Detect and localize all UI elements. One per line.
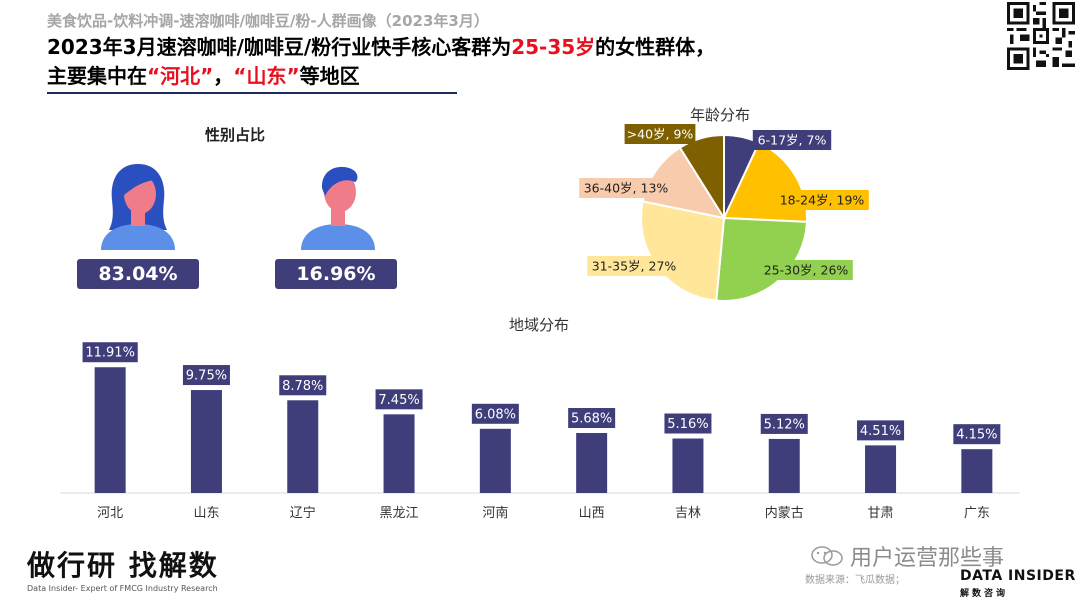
pie-slice: [641, 146, 727, 220]
x-tick-label: 河南: [482, 505, 508, 521]
bar-value-text: 4.51%: [860, 424, 901, 439]
wechat-icon: [811, 546, 843, 566]
bar: [94, 367, 126, 493]
female-user-icon: [101, 164, 175, 250]
headline-line-2: 主要集中在“河北”，“山东”等地区: [47, 64, 360, 88]
pie-label-text: >40岁, 9%: [627, 127, 694, 142]
bar-value-label: 5.12%: [760, 413, 808, 434]
bar-value-text: 6.08%: [475, 407, 516, 422]
bar-value-text: 9.75%: [186, 369, 227, 384]
pie-data-label: 36-40岁, 13%: [579, 178, 673, 198]
bar: [768, 438, 800, 493]
bar: [672, 438, 704, 493]
x-tick-label: 甘肃: [868, 506, 894, 521]
pie-label-text: 6-17岁, 7%: [758, 133, 827, 148]
bar: [190, 390, 222, 493]
watermark-text: 用户运营那些事: [850, 546, 1005, 571]
pie-data-label: >40岁, 9%: [624, 124, 696, 144]
bar: [961, 449, 993, 493]
bar: [287, 400, 319, 493]
x-tick-label: 河北: [97, 506, 123, 521]
headline: 2023年3月速溶咖啡/咖啡豆/粉行业快手核心客群为25-35岁的女性群体， 主…: [47, 33, 715, 91]
x-tick-label: 山西: [579, 506, 605, 521]
data-insider-logo-subtitle: 解数咨询: [960, 589, 1009, 599]
gender-section-title: 性别占比: [205, 126, 266, 144]
bar-value-text: 4.15%: [956, 428, 997, 443]
bar-value-text: 8.78%: [282, 379, 323, 394]
x-tick-label: 山东: [193, 506, 219, 521]
bar-value-label: 4.15%: [953, 424, 1001, 445]
bar: [479, 428, 511, 493]
bar-value-text: 5.16%: [667, 417, 708, 432]
pie-data-label: 6-17岁, 7%: [752, 130, 832, 150]
x-tick-label: 辽宁: [290, 505, 316, 521]
headline-divider: [47, 92, 457, 94]
data-insider-logo: DATA INSIDER: [960, 568, 1076, 584]
region-chart-title: 地域分布: [509, 316, 570, 334]
bar: [383, 414, 415, 493]
pie-label-text: 25-30岁, 26%: [764, 263, 849, 278]
region-bar-chart: 11.91% 河北 9.75% 山东 8.78% 辽宁 7.45% 黑龙江 6.08% 河南 5.6…: [60, 342, 1020, 521]
age-pie-chart: 6-17岁, 7% 18-24岁, 19% 25-30岁, 26% 31-35岁, 2…: [579, 124, 869, 302]
bar-value-label: 5.16%: [664, 413, 712, 434]
pie-slice: [678, 133, 725, 222]
pie-label-text: 36-40岁, 13%: [584, 181, 669, 196]
pie-data-label: 25-30岁, 26%: [759, 260, 853, 280]
bar-value-label: 6.08%: [471, 403, 519, 424]
qr-code-icon: [1007, 2, 1075, 70]
bar-value-text: 11.91%: [85, 346, 135, 361]
pie-slice: [715, 216, 808, 302]
bar-value-text: 5.12%: [764, 417, 805, 432]
female-percentage: 83.04%: [77, 259, 199, 289]
brand-slogan: 做行研 找解数: [27, 549, 219, 582]
report-subtitle: 美食饮品-饮料冲调-速溶咖啡/咖啡豆/粉-人群画像（2023年3月）: [47, 12, 489, 30]
pie-data-label: 18-24岁, 19%: [775, 190, 869, 210]
pie-data-label: 31-35岁, 27%: [587, 256, 681, 276]
bar-value-label: 7.45%: [375, 389, 423, 410]
x-tick-label: 广东: [964, 506, 990, 521]
bar-value-text: 5.68%: [571, 412, 612, 427]
male-percentage: 16.96%: [275, 259, 397, 289]
brand-tagline: Data Insider- Expert of FMCG Industry Re…: [27, 584, 218, 593]
bar-value-label: 11.91%: [82, 342, 138, 363]
bar: [865, 445, 897, 493]
pie-label-text: 31-35岁, 27%: [592, 259, 677, 274]
bar-value-label: 5.68%: [568, 408, 616, 429]
male-user-icon: [301, 166, 375, 250]
x-tick-label: 黑龙江: [380, 506, 419, 521]
bar: [576, 433, 608, 493]
data-source: 数据来源：飞瓜数据；: [805, 575, 905, 586]
bar-value-text: 7.45%: [378, 393, 419, 408]
pie-label-text: 18-24岁, 19%: [780, 193, 865, 208]
bar-value-label: 4.51%: [857, 420, 905, 441]
x-tick-label: 内蒙古: [765, 505, 804, 521]
age-chart-title: 年龄分布: [690, 106, 751, 124]
headline-line-1: 2023年3月速溶咖啡/咖啡豆/粉行业快手核心客群为25-35岁的女性群体，: [47, 35, 716, 59]
x-tick-label: 吉林: [675, 506, 701, 521]
bar-value-label: 9.75%: [182, 365, 230, 386]
bar-value-label: 8.78%: [279, 375, 327, 396]
